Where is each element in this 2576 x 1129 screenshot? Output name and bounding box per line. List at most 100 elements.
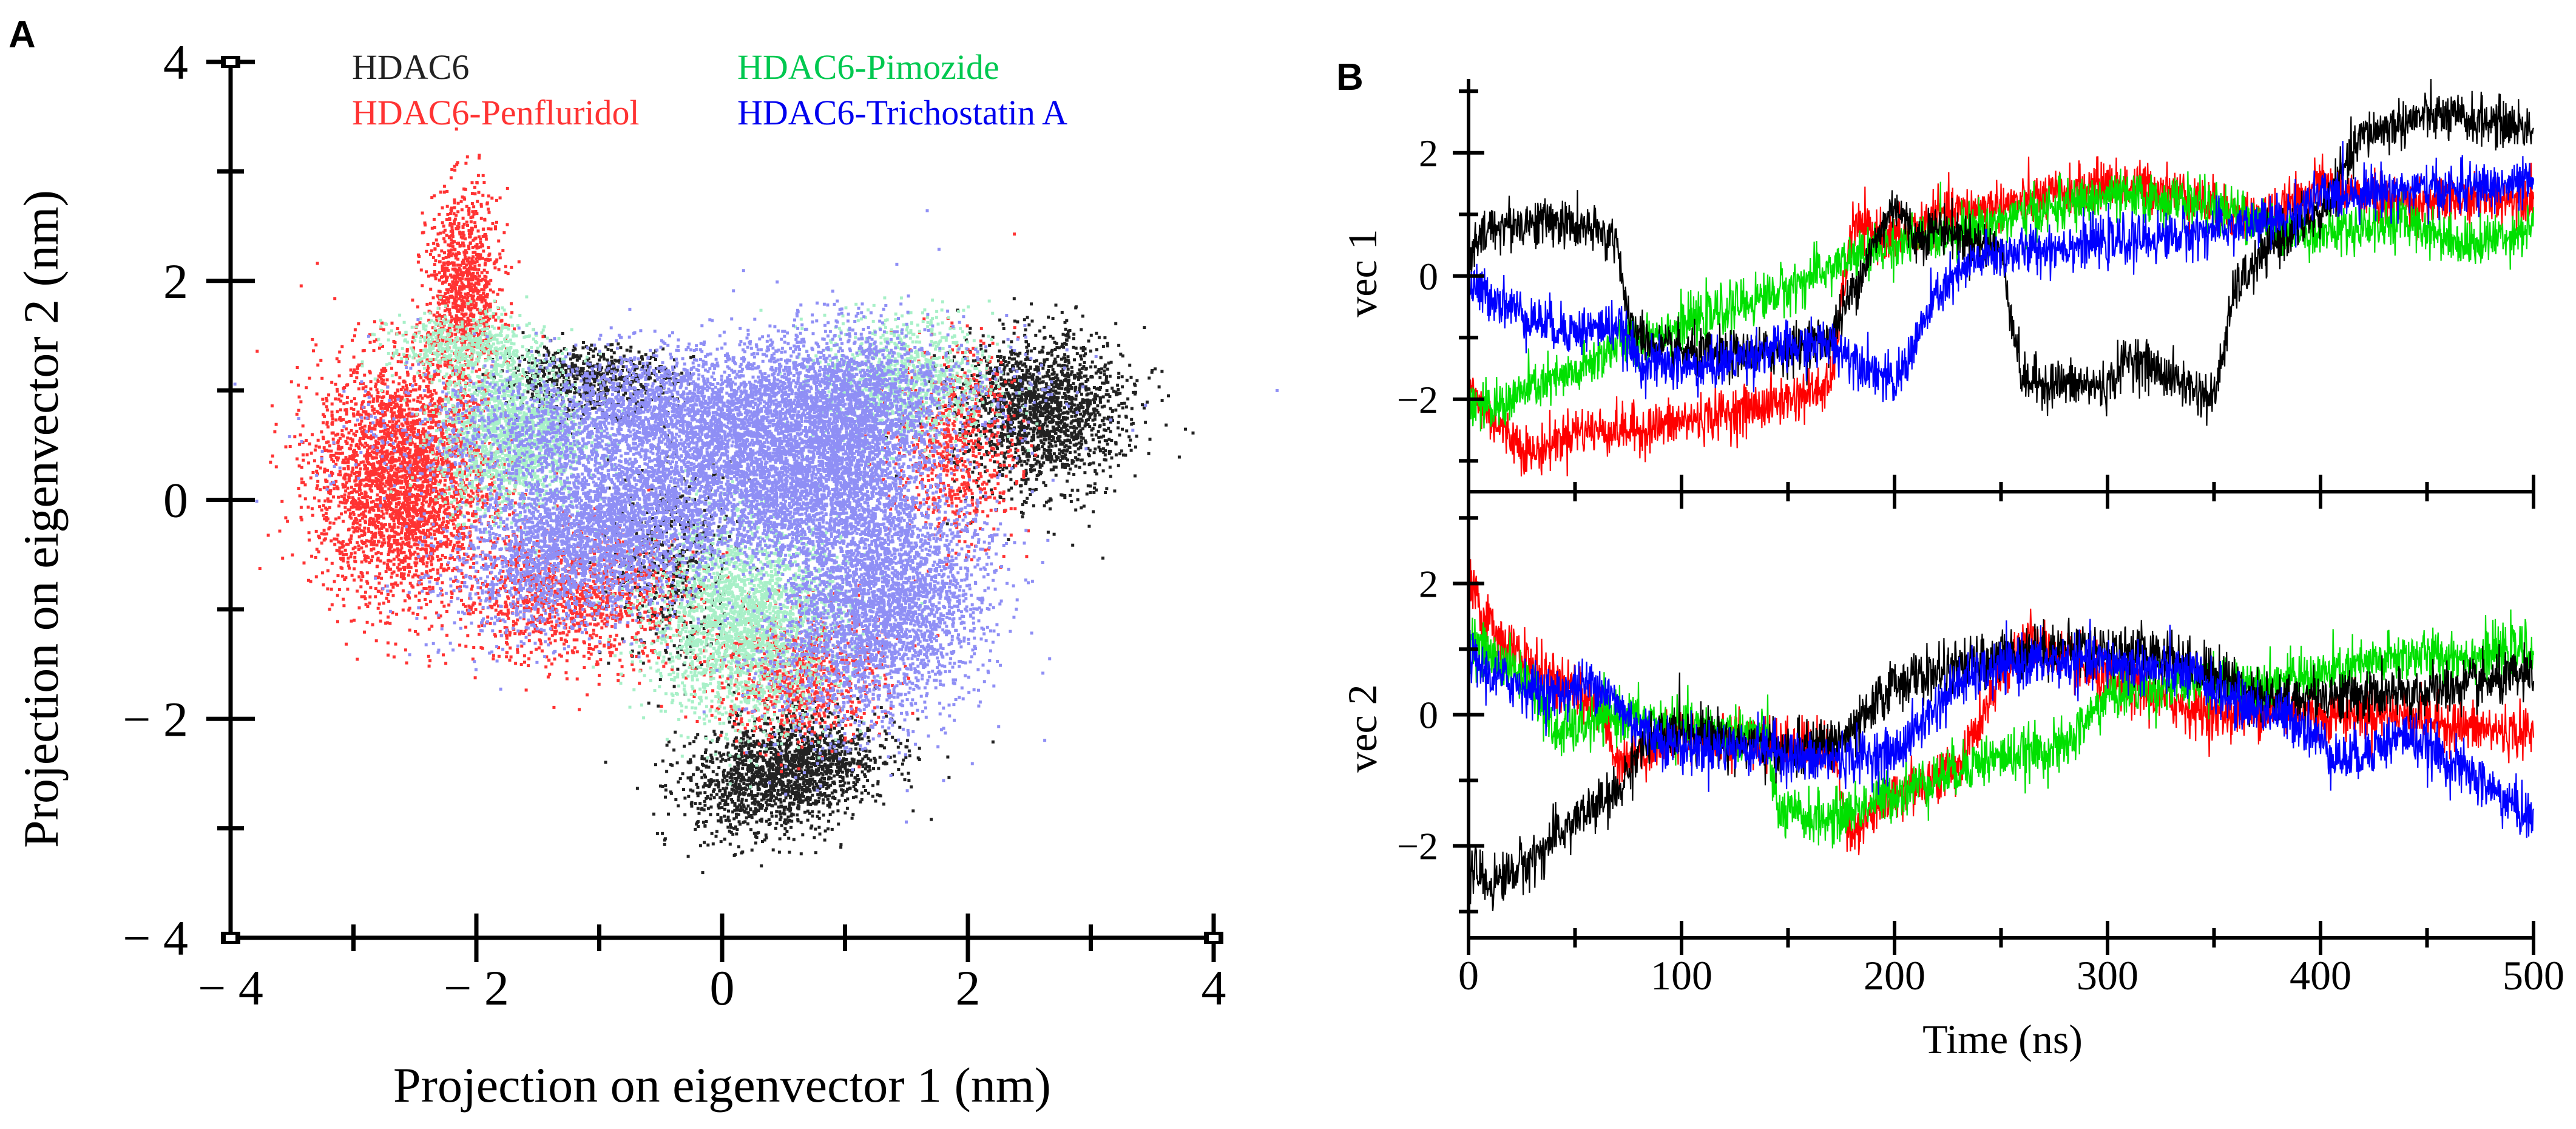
scatter-point [1089, 375, 1093, 379]
scatter-point [1084, 398, 1087, 402]
scatter-point [972, 425, 975, 429]
scatter-point [1052, 381, 1055, 385]
scatter-point [741, 767, 745, 770]
scatter-point [809, 826, 813, 830]
scatter-point [946, 351, 950, 354]
scatter-point [836, 702, 839, 706]
scatter-point [1032, 435, 1035, 439]
scatter-point [1001, 438, 1005, 442]
scatter-point [1046, 531, 1050, 534]
scatter-point [695, 551, 698, 554]
scatter-point [1002, 356, 1006, 359]
scatter-point [790, 812, 794, 816]
scatter-point [593, 380, 597, 384]
scatter-point [1037, 393, 1041, 396]
scatter-point [821, 767, 825, 771]
scatter-point [1018, 457, 1021, 461]
scatter-point [734, 747, 737, 750]
scatter-point [1047, 458, 1050, 461]
scatter-point [1000, 444, 1004, 447]
scatter-point [1066, 359, 1070, 362]
scatter-point [1002, 327, 1006, 330]
scatter-point [1080, 358, 1083, 361]
scatter-point [544, 361, 547, 364]
scatter-point [1024, 482, 1027, 486]
scatter-point [1018, 367, 1021, 370]
scatter-point [990, 370, 993, 373]
scatter-point [819, 725, 823, 729]
scatter-point [1086, 447, 1090, 450]
scatter-point [1107, 438, 1111, 441]
scatter-point [1130, 407, 1134, 410]
scatter-point [800, 736, 803, 740]
scatter-point [867, 769, 870, 773]
scatter-point [790, 736, 794, 739]
scatter-point [1023, 500, 1026, 503]
scatter-point [686, 855, 690, 858]
scatter-point [654, 367, 658, 370]
scatter-point [1072, 382, 1075, 385]
scatter-point [842, 784, 845, 787]
scatter-point [861, 757, 865, 761]
scatter-point [1154, 367, 1157, 371]
scatter-point [772, 786, 776, 790]
scatter-point [745, 742, 748, 746]
scatter-point [694, 827, 697, 831]
scatter-point [579, 354, 583, 358]
scatter-point [562, 380, 566, 384]
scatter-point [746, 822, 749, 826]
scatter-point [797, 769, 800, 773]
scatter-point [711, 842, 715, 846]
scatter-point [769, 751, 773, 754]
scatter-point [1011, 430, 1015, 434]
scatter-point [823, 751, 827, 755]
scatter-point [978, 381, 981, 384]
scatter-point [815, 770, 818, 774]
scatter-point [759, 782, 762, 786]
scatter-point [1117, 464, 1120, 467]
scatter-point [1073, 411, 1077, 415]
scatter-point [1016, 398, 1020, 401]
scatter-point [1109, 430, 1112, 433]
scatter-point [780, 792, 784, 795]
scatter-point [867, 736, 870, 739]
scatter-point [558, 371, 562, 375]
scatter-point [856, 780, 859, 784]
scatter-point [1059, 409, 1063, 412]
scatter-point [729, 793, 732, 796]
scatter-point [998, 435, 1002, 439]
scatter-point [829, 771, 833, 775]
scatter-point [639, 615, 643, 619]
scatter-point [1017, 394, 1021, 398]
scatter-point [1074, 306, 1078, 310]
scatter-point [705, 759, 709, 763]
scatter-point [635, 787, 639, 790]
scatter-point [1047, 365, 1051, 368]
scatter-point [836, 809, 840, 813]
scatter-point [786, 792, 789, 795]
scatter-point [750, 781, 754, 784]
scatter-point [836, 773, 839, 776]
scatter-point [998, 407, 1001, 410]
scatter-point [796, 778, 799, 781]
scatter-point [729, 792, 733, 795]
scatter-point [851, 813, 855, 816]
scatter-point [779, 779, 783, 783]
scatter-point [1099, 356, 1103, 359]
scatter-point [1052, 468, 1055, 472]
scatter-point [772, 725, 776, 729]
scatter-point [1025, 396, 1029, 400]
scatter-point [750, 816, 754, 819]
scatter-point [785, 830, 789, 833]
scatter-point [728, 829, 731, 833]
scatter-point [788, 763, 791, 767]
scatter-point [1105, 389, 1109, 393]
scatter-point [558, 358, 562, 362]
scatter-point [974, 446, 978, 449]
scatter-point [852, 781, 856, 785]
scatter-point [1002, 460, 1006, 464]
scatter-point [1080, 442, 1084, 446]
scatter-point [859, 732, 863, 736]
scatter-point [558, 388, 562, 392]
scatter-point [750, 771, 754, 775]
